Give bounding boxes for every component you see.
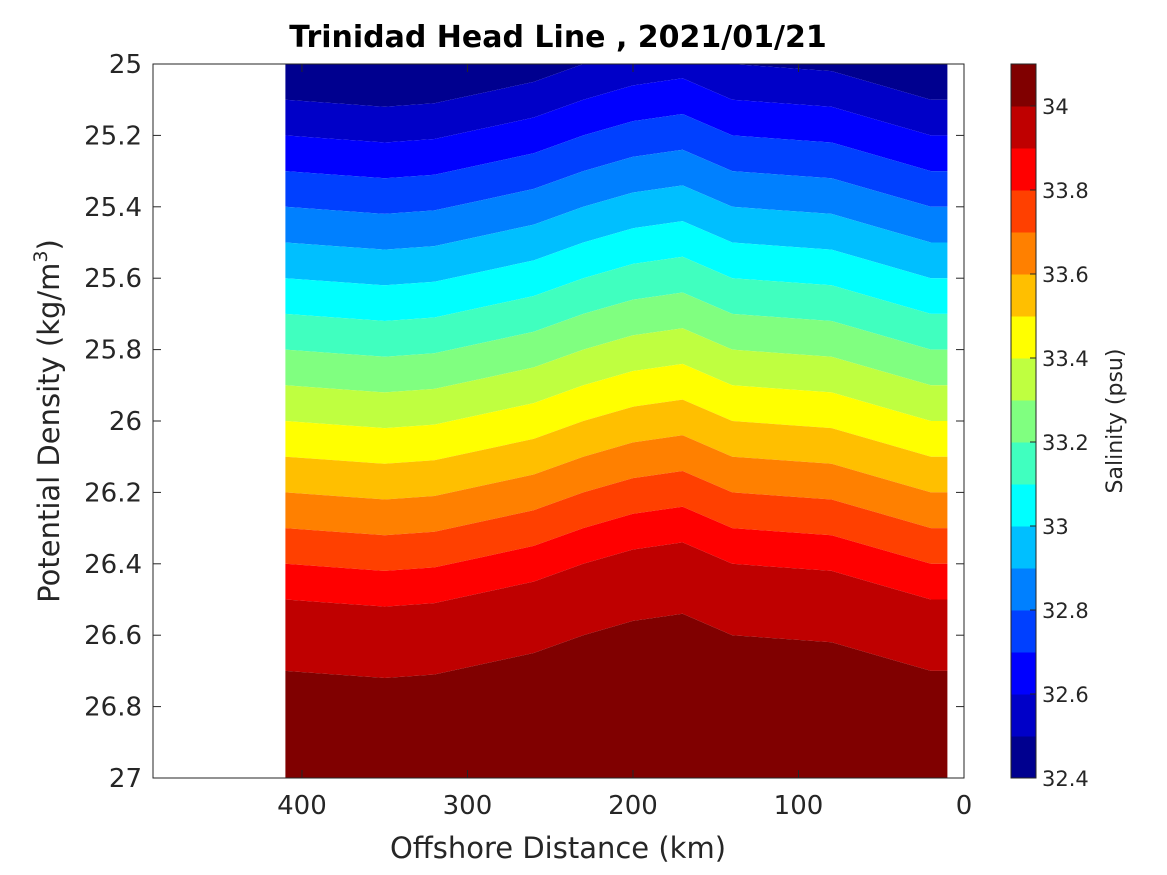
x-tick-label-3: 100: [774, 791, 824, 821]
colorbar-swatch-13: [1011, 190, 1036, 233]
colorbar-tick-label-1: 32.6: [1042, 683, 1089, 707]
colorbar-swatch-12: [1011, 232, 1036, 275]
contour-band-7: [285, 256, 948, 357]
colorbar-swatch-14: [1011, 148, 1036, 191]
chart-title: Trinidad Head Line , 2021/01/21: [289, 20, 826, 55]
contour-band-16: [285, 613, 948, 778]
contour-band-3: [285, 114, 948, 214]
colorbar-swatch-9: [1011, 358, 1036, 401]
y-tick-label-9: 26.8: [84, 693, 142, 723]
x-axis-label: Offshore Distance (km): [390, 831, 726, 865]
y-tick-label-5: 26: [109, 407, 142, 437]
contour-band-12: [285, 435, 948, 536]
contour-band-14: [285, 506, 948, 607]
contour-band-15: [285, 542, 948, 678]
contour-bands: [285, 64, 948, 778]
y-tick-label-6: 26.2: [84, 478, 142, 508]
y-axis-label-end: ): [32, 239, 66, 250]
y-tick-label-7: 26.4: [84, 550, 142, 580]
y-tick-label-1: 25.2: [84, 121, 142, 151]
colorbar-swatch-11: [1011, 274, 1036, 317]
colorbar: 32.4 32.6 32.8 33 33.2 33.4 33.6 33.8 34: [1010, 63, 1089, 791]
y-tick-label-2: 25.4: [84, 193, 142, 223]
contour-band-8: [285, 292, 948, 393]
colorbar-swatch-0: [1011, 736, 1036, 779]
y-tick-label-8: 26.6: [84, 621, 142, 651]
contour-band-6: [285, 221, 948, 321]
colorbar-swatch-7: [1011, 442, 1036, 485]
contour-band-5: [285, 185, 948, 286]
y-axis-label-superscript: 3: [30, 250, 52, 262]
colorbar-tick-label-8: 34: [1042, 95, 1069, 119]
colorbar-swatch-1: [1011, 694, 1036, 737]
contour-band-2: [285, 78, 948, 179]
contour-band-9: [285, 328, 948, 429]
y-axis-ticks: 25 25.2 25.4 25.6 25.8 26 26.2 26.4 26.6 26.8 27: [84, 50, 964, 794]
colorbar-tick-label-7: 33.8: [1042, 179, 1089, 203]
colorbar-tick-label-4: 33.2: [1042, 431, 1089, 455]
colorbar-tick-label-6: 33.6: [1042, 263, 1089, 287]
colorbar-swatch-10: [1011, 316, 1036, 359]
colorbar-tick-label-3: 33: [1042, 515, 1069, 539]
colorbar-swatch-8: [1011, 400, 1036, 443]
colorbar-tick-label-2: 32.8: [1042, 599, 1089, 623]
y-tick-label-4: 25.8: [84, 336, 142, 366]
contour-band-11: [285, 399, 948, 500]
x-tick-label-2: 200: [608, 791, 658, 821]
colorbar-swatch-16: [1011, 64, 1036, 107]
colorbar-frame: [1010, 63, 1037, 779]
contour-band-1: [285, 64, 948, 143]
colorbar-swatch-6: [1011, 484, 1036, 527]
x-tick-label-1: 300: [443, 791, 493, 821]
x-tick-label-0: 400: [277, 791, 327, 821]
y-tick-label-3: 25.6: [84, 264, 142, 294]
y-axis-label: Potential Density (kg/m3): [30, 239, 66, 603]
contour-band-10: [285, 363, 948, 464]
colorbar-swatch-2: [1011, 652, 1036, 695]
colorbar-swatch-4: [1011, 568, 1036, 611]
contour-band-0: [285, 64, 948, 107]
colorbar-swatch-15: [1011, 106, 1036, 149]
colorbar-label: Salinity (psu): [1103, 349, 1128, 494]
colorbar-swatch-3: [1011, 610, 1036, 653]
contour-band-4: [285, 149, 948, 250]
y-tick-label-10: 27: [109, 764, 142, 794]
colorbar-tick-label-5: 33.4: [1042, 347, 1089, 371]
contour-band-13: [285, 471, 948, 571]
y-axis-label-main: Potential Density (kg/m: [32, 263, 66, 603]
y-tick-label-0: 25: [109, 50, 142, 80]
colorbar-swatch-5: [1011, 526, 1036, 569]
colorbar-tick-label-0: 32.4: [1042, 767, 1089, 791]
x-tick-label-4: 0: [956, 791, 973, 821]
x-axis-ticks: 400 300 200 100 0: [277, 64, 972, 821]
